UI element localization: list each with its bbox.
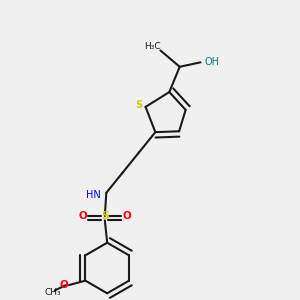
Text: O: O <box>60 280 69 290</box>
Text: O: O <box>79 211 88 221</box>
Text: HN: HN <box>86 190 101 200</box>
Text: H₃C: H₃C <box>144 42 160 51</box>
Text: S: S <box>135 100 142 110</box>
Text: O: O <box>122 211 131 221</box>
Text: S: S <box>101 211 109 221</box>
Text: OH: OH <box>204 57 219 67</box>
Text: CH₃: CH₃ <box>45 288 62 297</box>
